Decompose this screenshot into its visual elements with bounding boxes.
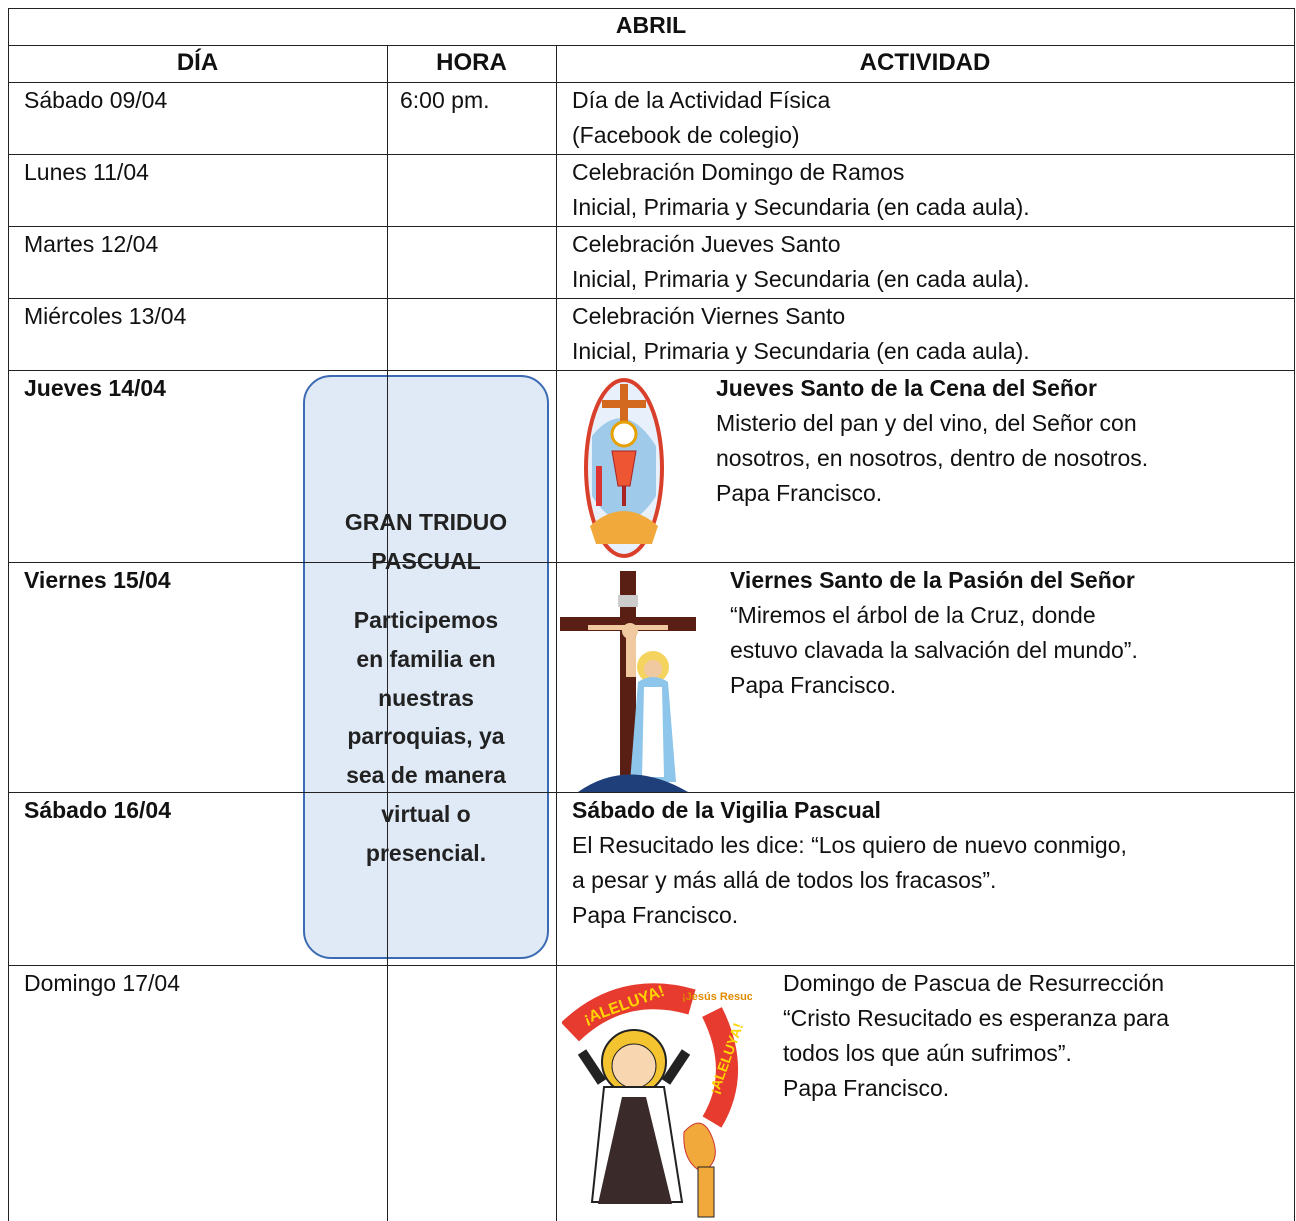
activity-text: Misterio del pan y del vino, del Señor c… bbox=[716, 410, 1137, 436]
table-border bbox=[1294, 8, 1295, 1221]
day-cell: Miércoles 13/04 bbox=[24, 303, 187, 329]
column-line bbox=[556, 45, 557, 1221]
table-border bbox=[8, 8, 1294, 9]
callout-text: virtual o bbox=[381, 801, 471, 827]
activity-text: Celebración Domingo de Ramos bbox=[572, 159, 905, 185]
activity-text: Celebración Viernes Santo bbox=[572, 303, 846, 329]
row-line bbox=[8, 965, 1294, 966]
activity-text: (Facebook de colegio) bbox=[572, 122, 800, 148]
activity-text: “Miremos el árbol de la Cruz, donde bbox=[730, 602, 1096, 628]
column-header: DÍA bbox=[176, 49, 219, 76]
activity-text: Papa Francisco. bbox=[716, 480, 883, 506]
row-line bbox=[8, 82, 1294, 83]
risen-christ-illustration: ¡ALELUYA! ¡Jesús Resucitó! ¡ALELUYA! bbox=[562, 983, 752, 1218]
host-illustration bbox=[584, 378, 664, 558]
table-title: ABRIL bbox=[615, 12, 687, 38]
row-line bbox=[8, 298, 1294, 299]
callout-text: presencial. bbox=[365, 839, 487, 866]
activity-text: El Resucitado les dice: “Los quiero de n… bbox=[572, 832, 1127, 858]
callout-text: sea de manera bbox=[346, 762, 506, 789]
day-cell: Sábado 09/04 bbox=[24, 87, 168, 113]
activity-text: a pesar y más allá de todos los fracasos… bbox=[572, 867, 997, 893]
row-line bbox=[8, 370, 1294, 371]
column-header: ACTIVIDAD bbox=[859, 49, 991, 76]
activity-title: Domingo de Pascua de Resurrección bbox=[783, 970, 1164, 996]
crucifix-illustration bbox=[560, 571, 696, 792]
activity-title: Viernes Santo de la Pasión del Señor bbox=[730, 567, 1135, 593]
illustration-text: ¡Jesús Resucitó! bbox=[682, 991, 752, 1003]
day-cell: Martes 12/04 bbox=[24, 231, 159, 257]
activity-text: “Cristo Resucitado es esperanza para bbox=[783, 1005, 1170, 1031]
activity-text: Inicial, Primaria y Secundaria (en cada … bbox=[572, 338, 1030, 364]
row-line bbox=[8, 792, 1294, 793]
activity-text: Inicial, Primaria y Secundaria (en cada … bbox=[572, 266, 1030, 292]
callout-text: parroquias, ya bbox=[347, 723, 505, 750]
table-border bbox=[8, 8, 9, 1221]
activity-text: Inicial, Primaria y Secundaria (en cada … bbox=[572, 194, 1030, 220]
activity-text: nosotros, en nosotros, dentro de nosotro… bbox=[716, 445, 1149, 471]
callout-text: nuestras bbox=[378, 684, 474, 711]
column-header: HORA bbox=[436, 49, 507, 76]
activity-title: Sábado de la Vigilia Pascual bbox=[572, 797, 881, 823]
activity-text: Celebración Jueves Santo bbox=[572, 231, 841, 257]
activity-text: Papa Francisco. bbox=[730, 672, 897, 698]
activity-text: Papa Francisco. bbox=[572, 902, 739, 928]
row-line bbox=[8, 562, 1294, 563]
table-border bbox=[8, 45, 1294, 46]
activity-text: Papa Francisco. bbox=[783, 1075, 950, 1101]
callout-text: Participemos bbox=[353, 607, 499, 633]
activity-title: Jueves Santo de la Cena del Señor bbox=[716, 375, 1097, 401]
time-cell: 6:00 pm. bbox=[400, 87, 490, 113]
activity-text: todos los que aún sufrimos”. bbox=[783, 1040, 1072, 1066]
activity-text: estuvo clavada la salvación del mundo”. bbox=[730, 637, 1138, 663]
activity-text: Día de la Actividad Física bbox=[572, 87, 831, 113]
callout-title: GRAN TRIDUO bbox=[344, 509, 508, 535]
row-line bbox=[8, 154, 1294, 155]
callout-box: GRAN TRIDUO PASCUAL Participemos en familia… bbox=[303, 375, 549, 959]
callout-title: PASCUAL bbox=[371, 548, 481, 574]
day-cell: Lunes 11/04 bbox=[24, 159, 149, 185]
row-line bbox=[8, 226, 1294, 227]
day-cell: Jueves 14/04 bbox=[24, 375, 166, 401]
callout-text: en familia en bbox=[356, 645, 496, 672]
day-cell: Viernes 15/04 bbox=[24, 567, 171, 593]
day-cell: Sábado 16/04 bbox=[24, 797, 172, 823]
day-cell: Domingo 17/04 bbox=[24, 970, 180, 996]
column-line bbox=[387, 45, 388, 1221]
